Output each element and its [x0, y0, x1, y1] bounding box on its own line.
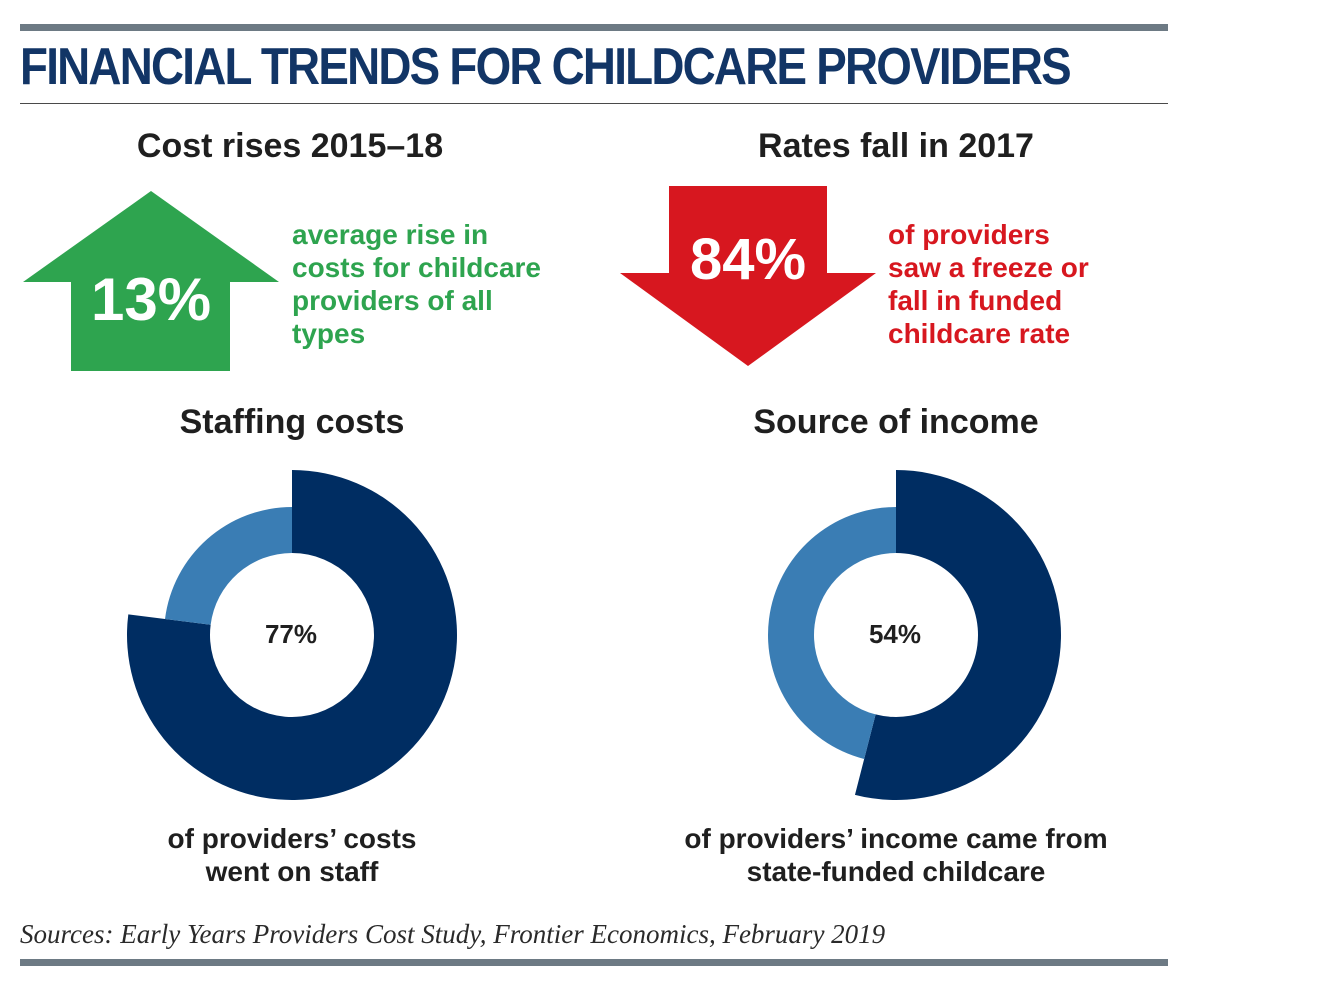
cost-rise-description: average rise in costs for childcare prov… [292, 218, 592, 350]
rates-fall-description: of providers saw a freeze or fall in fun… [888, 218, 1188, 350]
cost-rise-value: 13% [90, 266, 212, 333]
source-of-income-donut [768, 470, 1061, 800]
down-arrow-icon [620, 186, 876, 366]
sources-note: Sources: Early Years Providers Cost Stud… [20, 919, 886, 949]
title-underline [20, 103, 1168, 104]
source-of-income-caption-line: state-funded childcare [746, 856, 1046, 887]
staffing-costs-caption: of providers’ costs went on staff [92, 822, 492, 888]
rates-fall-title: Rates fall in 2017 [758, 127, 1034, 165]
rates-fall-description-line: fall in funded [888, 285, 1063, 316]
rates-fall-description-line: childcare rate [888, 318, 1071, 349]
staffing-costs-caption-line: went on staff [205, 856, 379, 887]
cost-rise-description-line: costs for childcare [292, 252, 541, 283]
up-arrow-shape [23, 191, 279, 371]
rates-fall-description-line: saw a freeze or [888, 252, 1089, 283]
source-of-income-center-label: 54% [868, 619, 922, 649]
staffing-costs-caption-line: of providers’ costs [167, 823, 417, 854]
down-arrow-shape [620, 186, 876, 366]
top-rule [20, 24, 1168, 31]
bottom-rule [20, 959, 1168, 966]
cost-rise-description-line: providers of all [292, 285, 493, 316]
staffing-costs-donut [127, 470, 458, 800]
rates-fall-value: 84% [689, 227, 807, 292]
staffing-costs-title: Staffing costs [179, 403, 405, 441]
donut-slice-primary [854, 470, 1061, 800]
donut-slice-secondary [165, 507, 292, 625]
staffing-costs-center-label: 77% [264, 619, 318, 649]
cost-rise-description-line: types [292, 318, 366, 349]
main-title: FINANCIAL TRENDS FOR CHILDCARE PROVIDERS [20, 38, 1072, 96]
source-of-income-caption: of providers’ income came from state-fun… [646, 822, 1146, 888]
donut-slice-secondary [768, 507, 896, 759]
cost-rises-title: Cost rises 2015–18 [136, 127, 444, 165]
donut-slice-primary [127, 470, 458, 800]
cost-rise-description-line: average rise in [292, 219, 489, 250]
rates-fall-description-line: of providers [888, 219, 1050, 250]
up-arrow-icon [23, 191, 279, 371]
source-of-income-caption-line: of providers’ income came from [684, 823, 1108, 854]
source-of-income-title: Source of income [753, 403, 1039, 441]
